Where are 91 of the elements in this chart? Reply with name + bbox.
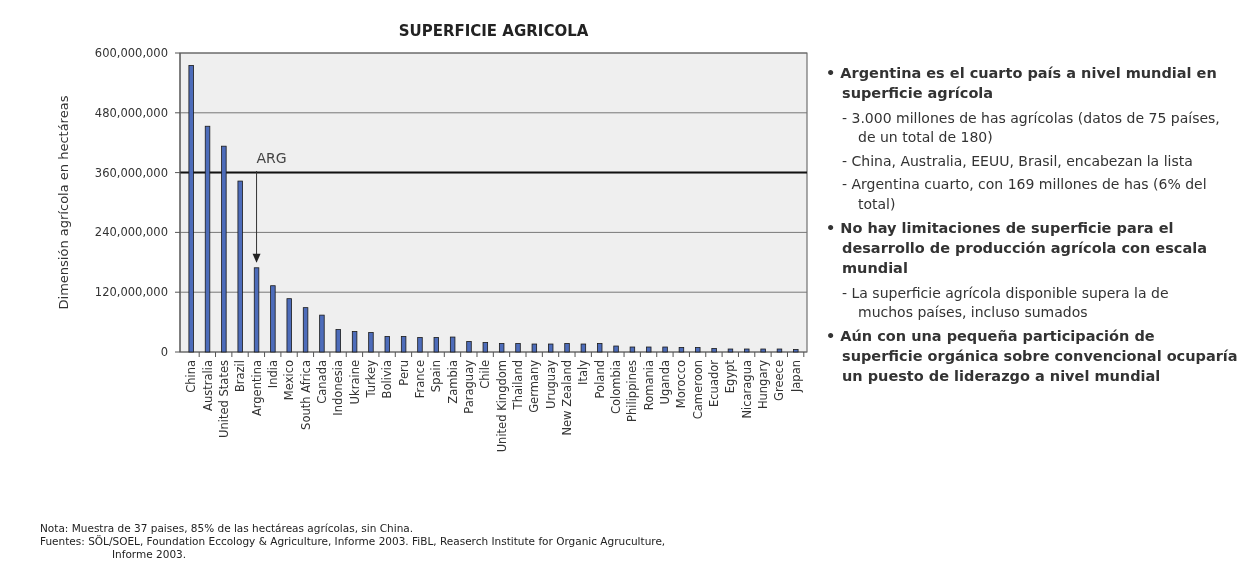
bar: [433, 337, 439, 353]
bar: [417, 337, 423, 353]
x-tick-label: Australia: [200, 360, 215, 411]
text: - 3.000 millones de has agrícolas (datos de 75 países, de un total de 180): [842, 109, 1220, 146]
bar: [515, 343, 521, 353]
bar: [270, 285, 276, 353]
x-tick-label: Japan: [788, 360, 803, 394]
text: Nota: Muestra de 37 paises, 85% de las hectáreas agrícolas, sin China.: [40, 522, 414, 534]
annotation: ARG: [256, 150, 287, 166]
bar: [531, 343, 538, 353]
x-tick-label: Indonesia: [331, 360, 346, 416]
x-tick-label: South Africa: [298, 360, 313, 430]
text: • Aún con una pequeña participación de superficie orgánica sobre convencional ocuparía un puesto de liderazgo a nivel mundial: [826, 327, 1238, 385]
x-tick-label: Egypt: [723, 359, 738, 394]
text: - China, Australia, EEUU, Brasil, encabezan la lista: [842, 152, 1193, 169]
y-tick-label: 0: [160, 345, 168, 360]
x-tick-label: Argentina: [249, 360, 264, 417]
x-tick-label: Mexico: [282, 360, 297, 401]
x-tick-label: Peru: [396, 360, 411, 386]
x-tick-label: Italy: [576, 359, 591, 385]
y-tick-label: 240,000,000: [94, 225, 168, 240]
x-tick-label: Colombia: [609, 360, 624, 415]
x-tick-label: France: [412, 360, 427, 399]
bar: [449, 336, 456, 353]
bar: [351, 331, 358, 353]
x-tick-label: Bolivia: [380, 360, 395, 399]
bar: [564, 343, 570, 353]
bar: [711, 348, 717, 353]
bar: [400, 336, 407, 353]
bar: [482, 342, 489, 353]
bar: [744, 348, 750, 353]
x-tick-label: Romania: [641, 360, 656, 411]
bar: [662, 346, 668, 353]
bar: [286, 298, 292, 353]
x-tick-label: Thailand: [511, 360, 526, 411]
bar: [646, 346, 652, 353]
bar: [613, 345, 619, 353]
bar: [793, 349, 799, 353]
bar: [368, 332, 374, 353]
x-tick-label: Nicaragua: [739, 360, 754, 419]
y-tick-label: 120,000,000: [94, 285, 168, 300]
bar: [335, 329, 341, 353]
bar: [580, 343, 587, 353]
x-tick-label: United States: [216, 359, 231, 438]
x-tick-label: Germany: [527, 359, 542, 413]
bar: [548, 343, 554, 353]
source-note: Fuentes: SÖL/SOEL, Foundation Eccology & Agriculture, Informe 2003. FiBL, Reaserch Institute for Organic Agruculture, Informe 2003.: [40, 535, 666, 560]
x-tick-label: Philippines: [625, 360, 640, 422]
bar: [384, 336, 390, 353]
x-tick-label: China: [184, 360, 199, 393]
y-tick-label: 480,000,000: [94, 105, 168, 120]
y-axis-title: Dimensión agrícola en hectáreas: [56, 95, 71, 310]
bar: [498, 343, 505, 353]
text: - La superficie agrícola disponible supera la de muchos países, incluso sumados: [842, 284, 1169, 321]
x-tick-label: United Kingdom: [494, 360, 509, 453]
bar: [760, 348, 766, 353]
x-tick-label: Spain: [429, 360, 444, 393]
bar: [253, 267, 260, 353]
bar: [695, 347, 701, 353]
x-tick-label: Morocco: [674, 360, 689, 409]
bar: [302, 307, 309, 353]
x-tick-label: Cameroon: [690, 360, 705, 420]
bar: [319, 314, 325, 353]
x-tick-label: Uruguay: [543, 359, 558, 409]
x-tick-label: Turkey: [363, 359, 378, 399]
x-tick-label: Paraguay: [461, 359, 476, 414]
x-tick-label: Brazil: [233, 360, 248, 393]
bar: [727, 348, 734, 353]
x-tick-label: New Zealand: [560, 360, 575, 436]
text: • Argentina es el cuarto país a nivel mundial en superficie agrícola: [826, 65, 1217, 102]
x-tick-label: Chile: [478, 360, 493, 389]
y-tick-label: 360,000,000: [94, 165, 168, 180]
text: - Argentina cuarto, con 169 millones de has (6% del total): [842, 176, 1207, 212]
x-tick-label: Uganda: [658, 360, 673, 405]
x-tick-label: Greece: [772, 360, 787, 401]
bar: [237, 180, 243, 353]
x-tick-label: India: [265, 360, 280, 389]
bar: [776, 348, 783, 353]
text: • No hay limitaciones de superficie para el desarrollo de producción agrícola con escala mundial: [826, 219, 1207, 277]
x-tick-label: Ukraine: [347, 360, 362, 405]
x-tick-label: Poland: [592, 360, 607, 399]
bar: [678, 347, 685, 353]
bar: [597, 343, 603, 353]
y-tick-label: 600,000,000: [94, 46, 168, 61]
bar: [466, 341, 472, 353]
bar: [629, 346, 636, 353]
x-tick-label: Zambia: [445, 360, 460, 404]
x-tick-label: Ecuador: [707, 359, 722, 407]
x-tick-label: Hungary: [756, 359, 771, 410]
x-tick-label: Canada: [314, 360, 329, 404]
chart-title: SUPERFICIE AGRICOLA: [398, 22, 589, 40]
